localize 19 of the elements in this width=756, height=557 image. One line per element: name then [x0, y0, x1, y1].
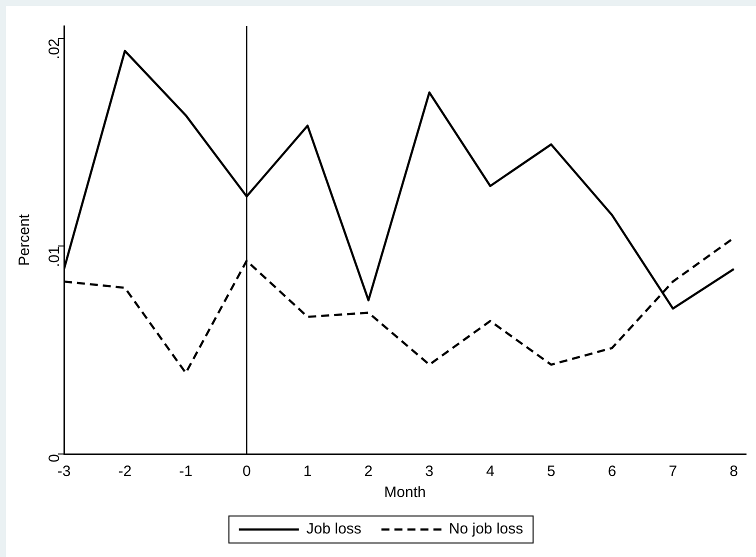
y-tick-label: .02 [46, 38, 64, 60]
x-tick-label: 8 [730, 463, 738, 480]
x-tick-label: -3 [57, 463, 71, 480]
y-axis-title: Percent [16, 213, 34, 266]
x-tick-label: 0 [242, 463, 251, 480]
legend-label: No job loss [448, 520, 524, 538]
x-tick-label: 4 [486, 463, 494, 480]
legend-label: Job loss [306, 520, 362, 538]
x-tick-label: 2 [364, 463, 373, 480]
x-tick-label: 5 [546, 463, 556, 480]
y-tick-label: .01 [46, 246, 64, 268]
x-tick-label: 7 [668, 463, 678, 480]
x-tick-label: -1 [179, 463, 192, 480]
x-tick-label: 3 [425, 463, 434, 480]
x-axis-title: Month [384, 484, 426, 502]
x-tick-label: -2 [118, 463, 132, 480]
x-tick-label: 1 [303, 463, 312, 480]
x-tick-label: 6 [608, 463, 616, 480]
y-tick-label: 0 [46, 454, 64, 462]
